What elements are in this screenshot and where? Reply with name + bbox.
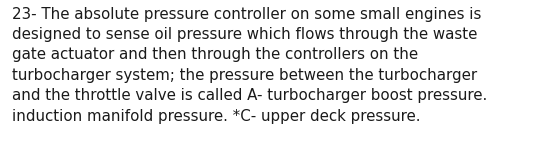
Text: 23- The absolute pressure controller on some small engines is
designed to sense : 23- The absolute pressure controller on …	[12, 7, 488, 124]
